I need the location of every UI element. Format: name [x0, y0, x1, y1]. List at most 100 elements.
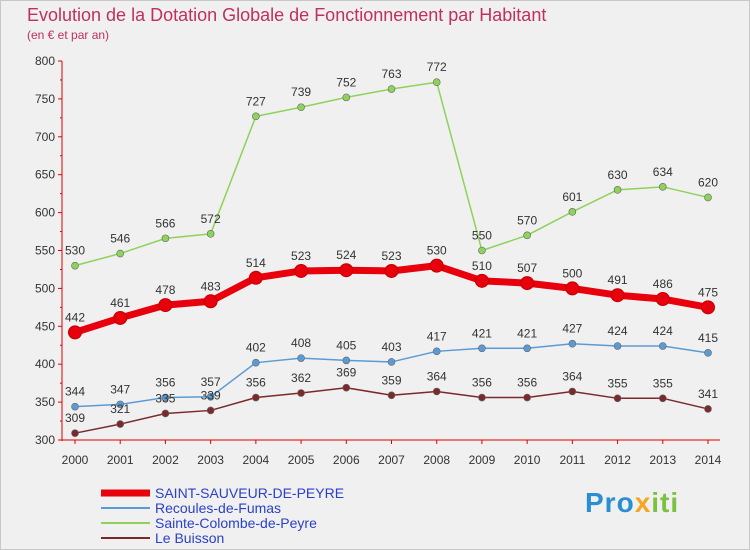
- data-point: [68, 325, 82, 340]
- data-point: [116, 420, 125, 428]
- data-point: [113, 310, 128, 325]
- data-point: [429, 258, 444, 273]
- data-label: 478: [155, 283, 175, 297]
- data-label: 524: [336, 248, 356, 262]
- data-label: 417: [427, 329, 447, 343]
- legend-label: SAINT-SAUVEUR-DE-PEYRE: [155, 485, 344, 501]
- data-point: [342, 93, 351, 102]
- data-label: 427: [562, 322, 582, 336]
- data-point: [704, 193, 712, 202]
- data-label: 405: [336, 338, 356, 352]
- legend-label: Le Buisson: [155, 530, 224, 546]
- data-point: [658, 394, 667, 403]
- legend-label: Sainte-Colombe-de-Peyre: [155, 515, 317, 531]
- data-label: 356: [246, 376, 266, 390]
- data-label: 341: [698, 387, 718, 401]
- data-point: [478, 246, 486, 255]
- data-label: 362: [291, 371, 311, 385]
- data-point: [613, 186, 622, 194]
- data-point: [432, 347, 441, 356]
- x-tick-label: 2014: [695, 453, 722, 467]
- data-point: [474, 273, 489, 288]
- y-tick-label: 300: [35, 433, 55, 447]
- data-point: [297, 103, 305, 112]
- data-point: [342, 383, 351, 392]
- data-label: 763: [381, 67, 401, 81]
- data-point: [523, 344, 531, 353]
- x-tick-label: 2003: [197, 453, 224, 467]
- y-tick-label: 600: [35, 206, 55, 220]
- data-label: 356: [517, 376, 537, 390]
- data-point: [342, 356, 351, 365]
- data-point: [297, 354, 305, 362]
- data-point: [387, 358, 396, 366]
- data-point: [520, 276, 535, 291]
- data-label: 355: [608, 376, 628, 390]
- data-point: [206, 230, 215, 238]
- data-label: 364: [562, 369, 582, 383]
- data-point: [161, 234, 170, 243]
- data-point: [252, 112, 260, 121]
- data-label: 321: [110, 402, 130, 416]
- data-label: 309: [65, 411, 85, 425]
- y-tick-label: 400: [35, 357, 55, 371]
- data-point: [71, 402, 79, 411]
- data-label: 570: [517, 213, 537, 227]
- y-tick-label: 450: [35, 319, 55, 333]
- x-tick-label: 2006: [333, 453, 360, 467]
- data-label: 424: [608, 324, 628, 338]
- x-tick-label: 2012: [604, 453, 631, 467]
- data-label: 408: [291, 336, 311, 350]
- data-point: [523, 231, 531, 240]
- chart-subtitle: (en € et par an): [27, 28, 110, 42]
- data-point: [432, 78, 441, 87]
- y-tick-label: 800: [35, 54, 55, 68]
- data-label: 620: [698, 175, 718, 189]
- data-point: [206, 406, 215, 415]
- data-label: 523: [381, 249, 401, 263]
- data-label: 523: [291, 249, 311, 263]
- data-point: [432, 387, 441, 396]
- x-tick-label: 2007: [378, 453, 405, 467]
- data-point: [71, 261, 79, 270]
- data-label: 510: [472, 259, 492, 273]
- data-label: 752: [336, 75, 356, 89]
- y-tick-label: 750: [35, 92, 55, 106]
- data-point: [565, 281, 580, 296]
- data-point: [384, 263, 399, 278]
- data-label: 550: [472, 229, 492, 243]
- data-point: [116, 400, 125, 409]
- x-tick-label: 2004: [243, 453, 270, 467]
- data-point: [613, 394, 622, 403]
- data-label: 357: [201, 375, 221, 389]
- data-label: 356: [472, 376, 492, 390]
- y-tick-label: 350: [35, 395, 55, 409]
- data-point: [658, 183, 667, 191]
- data-label: 442: [65, 310, 85, 324]
- data-point: [248, 270, 263, 285]
- data-point: [568, 387, 577, 396]
- data-label: 572: [201, 212, 221, 226]
- data-label: 772: [427, 60, 447, 74]
- data-label: 507: [517, 261, 537, 275]
- data-label: 634: [653, 165, 673, 179]
- data-point: [568, 208, 577, 216]
- data-point: [294, 263, 309, 278]
- data-label: 461: [110, 296, 130, 310]
- x-tick-label: 2013: [649, 453, 676, 467]
- data-label: 475: [698, 285, 718, 299]
- data-point: [568, 339, 577, 348]
- data-point: [613, 342, 622, 350]
- data-point: [478, 393, 486, 402]
- data-label: 403: [381, 340, 401, 354]
- data-label: 514: [246, 256, 266, 270]
- data-point: [71, 429, 79, 437]
- data-label: 601: [562, 190, 582, 204]
- y-tick-label: 550: [35, 244, 55, 258]
- x-tick-label: 2009: [469, 453, 496, 467]
- data-label: 355: [653, 376, 673, 390]
- data-point: [523, 393, 531, 402]
- data-label: 356: [155, 376, 175, 390]
- data-point: [387, 391, 396, 400]
